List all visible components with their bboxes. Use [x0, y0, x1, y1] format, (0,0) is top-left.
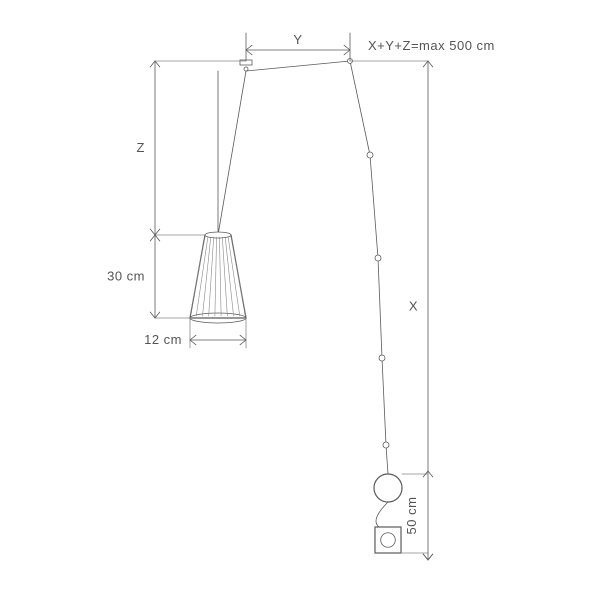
dim-label-shade-height: 30 cm	[107, 269, 145, 284]
formula-label: X+Y+Z=max 500 cm	[368, 38, 495, 53]
dim-label-y: Y	[293, 32, 302, 47]
dim-label-x: X	[409, 299, 418, 314]
dim-label-z: Z	[137, 140, 145, 155]
dim-label-plug-height: 50 cm	[404, 497, 419, 535]
dim-label-shade-width: 12 cm	[144, 332, 182, 347]
